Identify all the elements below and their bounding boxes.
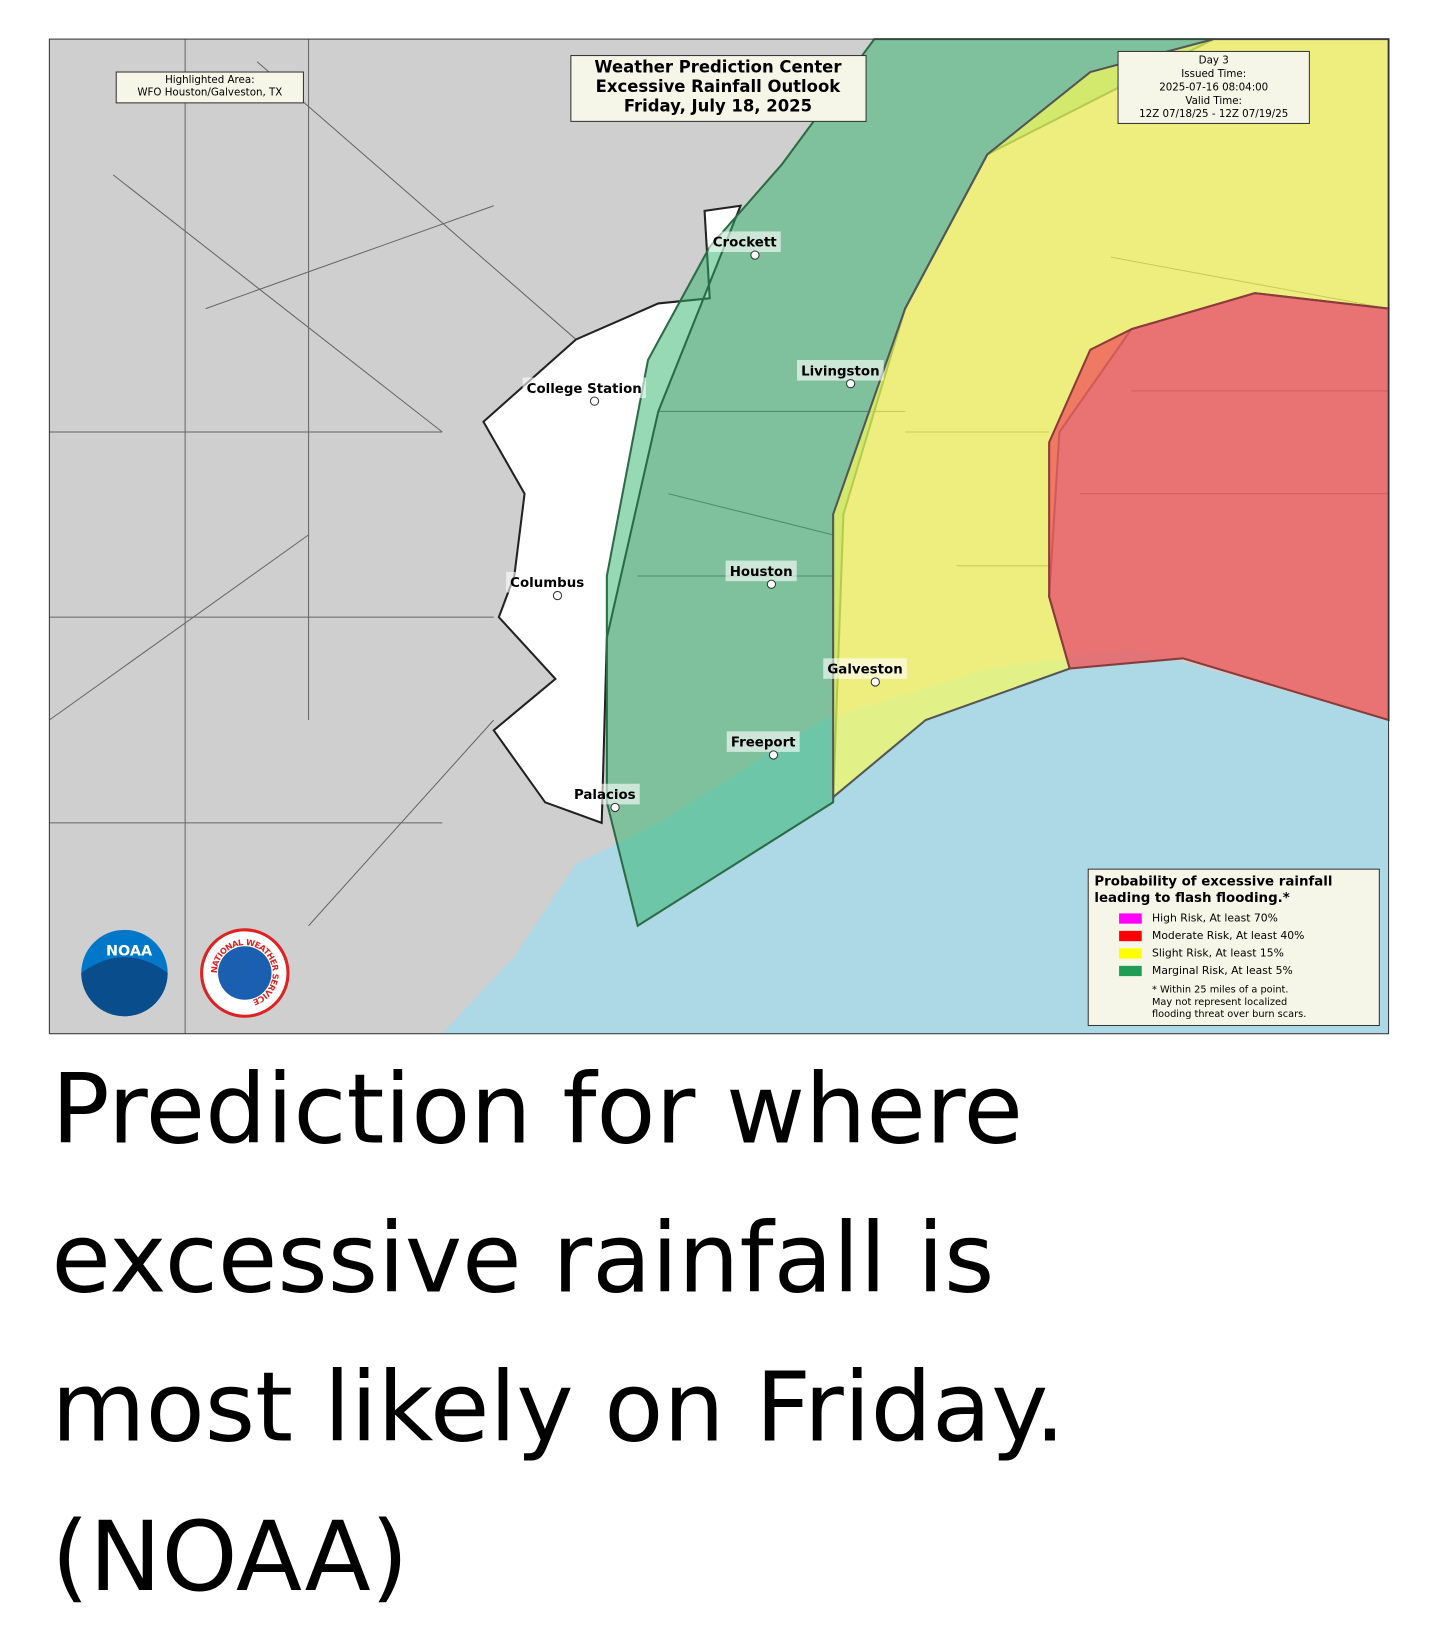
noaa-wave bbox=[81, 957, 168, 1017]
city-dot bbox=[750, 250, 760, 260]
nws-inner bbox=[218, 946, 272, 1000]
moderate-risk-area bbox=[1048, 292, 1390, 722]
city-label-bg bbox=[569, 783, 640, 805]
city-label: Columbus bbox=[510, 576, 584, 591]
city-label-bg bbox=[823, 658, 907, 679]
legend-swatch bbox=[1119, 913, 1142, 924]
city-dot bbox=[610, 802, 620, 813]
legend-note: May not represent localized bbox=[1152, 997, 1287, 1008]
legend-title: Probability of excessive rainfall bbox=[1094, 875, 1332, 890]
city-label: Crockett bbox=[713, 236, 777, 251]
noaa-text: NOAA bbox=[106, 943, 153, 959]
legend-label: High Risk, At least 70% bbox=[1152, 912, 1278, 925]
highlight-box bbox=[115, 71, 304, 104]
city-label-bg bbox=[726, 731, 800, 752]
highlight-text: WFO Houston/Galveston, TX bbox=[137, 87, 282, 99]
issue-text: Valid Time: bbox=[1185, 95, 1242, 107]
city-label-bg bbox=[725, 560, 797, 582]
city-dot bbox=[870, 677, 880, 687]
issue-text: Day 3 bbox=[1199, 55, 1229, 67]
city-label: Freeport bbox=[731, 736, 796, 751]
map-frame bbox=[48, 38, 1390, 1035]
issue-text: 2025-07-16 08:04:00 bbox=[1159, 81, 1268, 93]
nws-logo: NATIONAL WEATHER SERVICE bbox=[200, 928, 290, 1018]
legend-note: flooding threat over burn scars. bbox=[1152, 1009, 1306, 1020]
legend-label: Moderate Risk, At least 40% bbox=[1152, 929, 1304, 942]
map-title: Friday, July 18, 2025 bbox=[624, 96, 812, 115]
city-dot bbox=[768, 750, 779, 760]
legend-swatch bbox=[1119, 930, 1142, 942]
noaa-logo: NOAA bbox=[81, 929, 168, 1017]
map-title: Excessive Rainfall Outlook bbox=[596, 77, 842, 96]
caption: (NOAA) bbox=[51, 1500, 408, 1613]
legend-title: leading to flash flooding.* bbox=[1094, 891, 1289, 906]
legend-note: * Within 25 miles of a point. bbox=[1152, 984, 1288, 995]
map-title: Weather Prediction Center bbox=[594, 57, 842, 76]
caption: Prediction for where bbox=[51, 1052, 1023, 1165]
legend-box bbox=[1087, 868, 1380, 1027]
legend-label: Slight Risk, At least 15% bbox=[1152, 947, 1284, 960]
highlight-text: Highlighted Area: bbox=[165, 74, 255, 86]
legend-label: Marginal Risk, At least 5% bbox=[1152, 964, 1293, 977]
city-label: Houston bbox=[730, 565, 793, 580]
caption: excessive rainfall is bbox=[51, 1202, 994, 1315]
caption: most likely on Friday. bbox=[51, 1351, 1065, 1464]
legend-swatch bbox=[1119, 965, 1142, 977]
issue-text: 12Z 07/18/25 - 12Z 07/19/25 bbox=[1139, 108, 1288, 120]
city-label: Galveston bbox=[827, 663, 902, 678]
city-dot bbox=[846, 379, 856, 389]
city-label-bg bbox=[796, 360, 884, 381]
city-label: Palacios bbox=[574, 788, 636, 803]
city-dot bbox=[766, 579, 777, 589]
legend-swatch bbox=[1119, 948, 1142, 959]
city-label-bg bbox=[522, 377, 646, 399]
city-label: Livingston bbox=[801, 364, 879, 379]
issue-text: Issued Time: bbox=[1181, 68, 1246, 80]
city-label-bg bbox=[708, 231, 781, 253]
city-label: College Station bbox=[527, 382, 642, 397]
city-dot bbox=[589, 396, 600, 406]
issue-box bbox=[1117, 50, 1310, 124]
city-dot bbox=[552, 590, 563, 601]
title-box bbox=[570, 55, 867, 122]
city-label-bg bbox=[506, 571, 589, 593]
